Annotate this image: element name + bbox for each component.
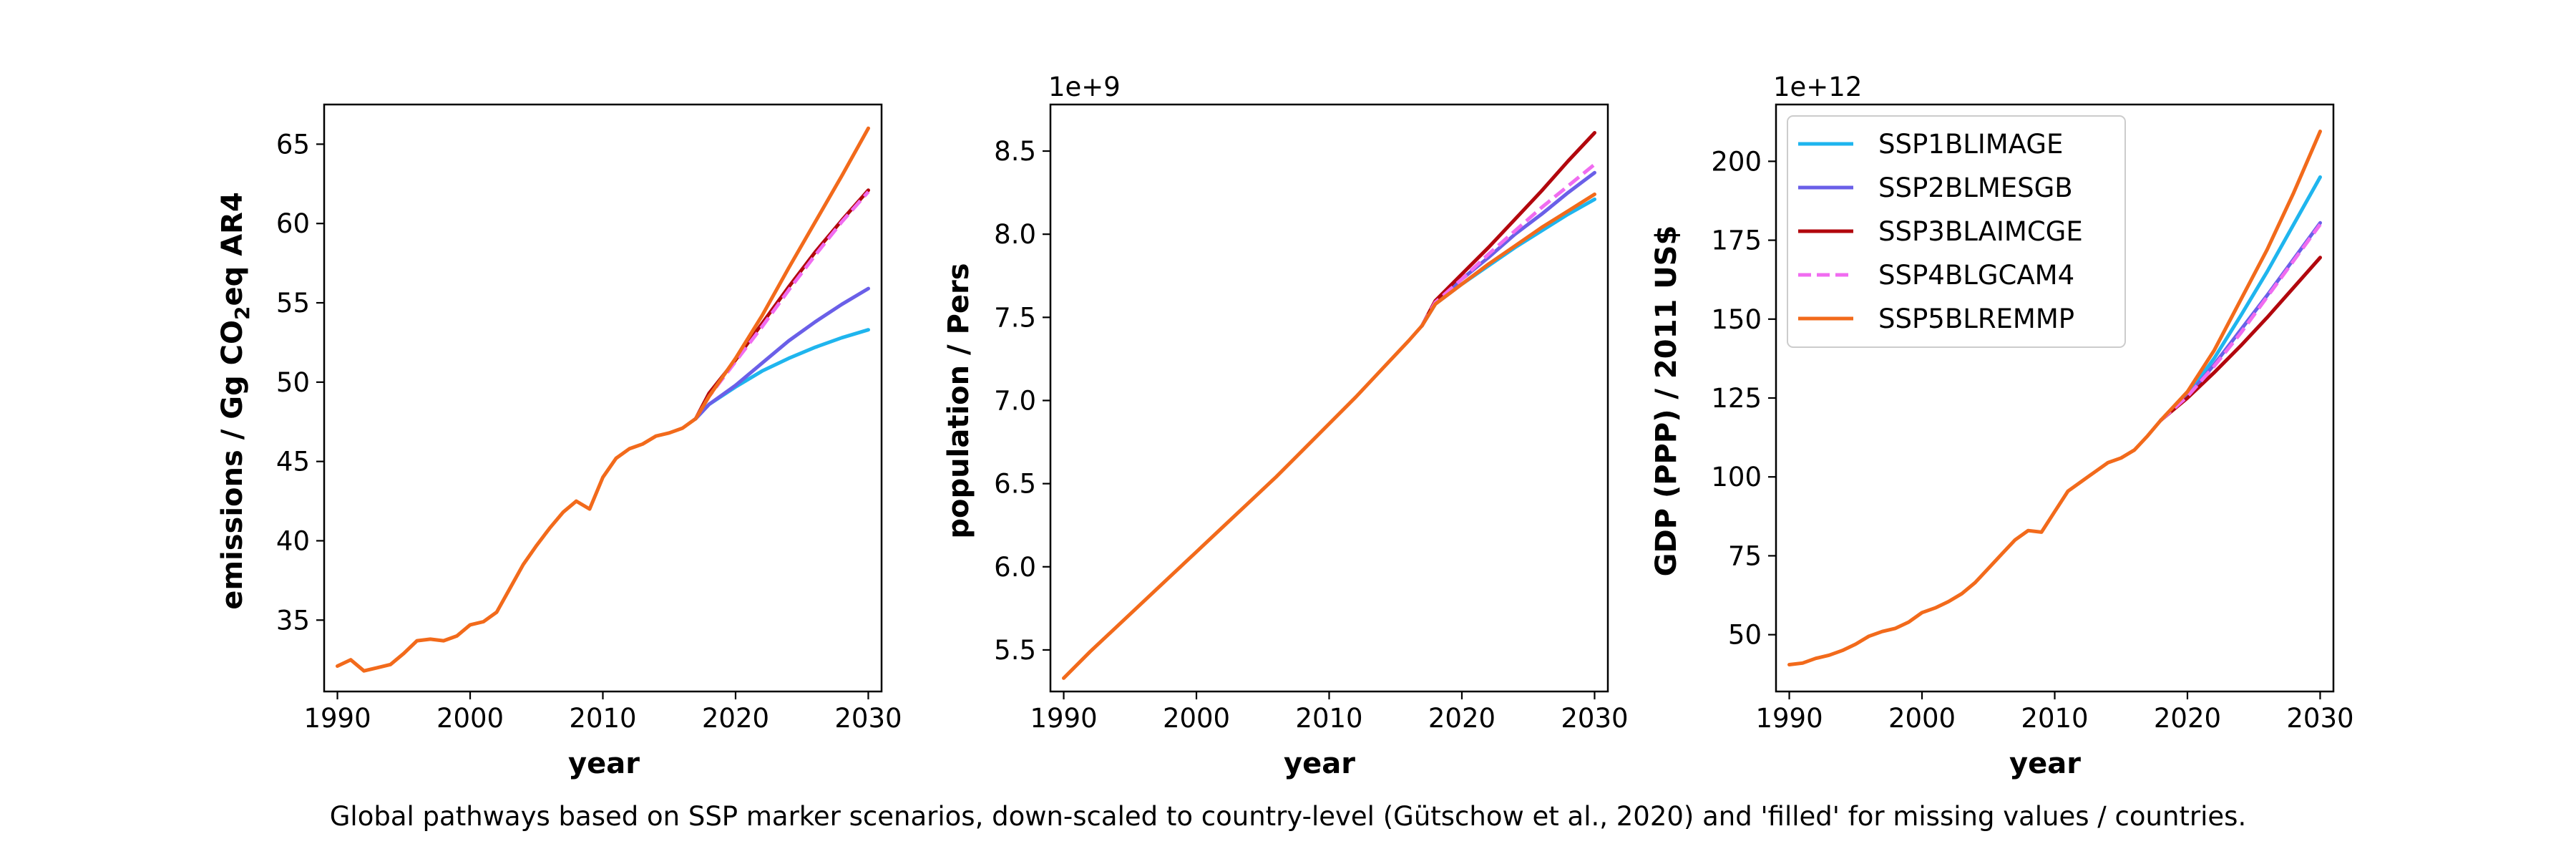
population-y-tick-label: 7.0 (994, 385, 1036, 416)
population-panel: 1990 2000 2010 2020 2030 5.5 6.0 6.5 7.0 7.5 8.0 8.… (942, 72, 1629, 780)
gdp-panel: 1990 2000 2010 2020 20305075100125150175200 … (1650, 72, 2354, 780)
legend-frame (1787, 115, 2126, 348)
emissions-y-tick-label: 60 (276, 208, 310, 239)
legend-label-ssp3blaimcge: SSP3BLAIMCGE (1878, 216, 2083, 247)
legend: SSP1BLIMAGE SSP2BLMESGB SSP3BLAIMCGE SSP4BL… (1787, 115, 2126, 348)
gdp-y-tick-label: 150 (1711, 304, 1762, 335)
population-x-tick-label: 2020 (1428, 703, 1496, 734)
legend-label-ssp2blmesgb: SSP2BLMESGB (1878, 173, 2073, 203)
emissions-lines (336, 126, 870, 673)
gdp-y-tick-label: 200 (1711, 146, 1762, 177)
emissions-x-tick-label: 2010 (569, 703, 636, 734)
gdp-y-tick-label: 125 (1711, 383, 1762, 414)
gdp-y-tick-label: 100 (1711, 462, 1762, 492)
emissions-ticks: 1990 2000 2010 2020 2030 35 40 45 50 55 60 65 (276, 129, 902, 734)
population-y-tick-label: 5.5 (994, 635, 1036, 666)
emissions-series-ssp5blremmp (693, 126, 870, 421)
emissions-x-tick-label: 1990 (303, 703, 371, 734)
figure-caption: Global pathways based on SSP marker scen… (330, 801, 2246, 832)
emissions-y-tick-label: 65 (276, 129, 310, 160)
emissions-series-ssp1blimage (693, 328, 870, 421)
population-history-line (1062, 324, 1424, 680)
gdp-series-ssp5blremmp (2159, 130, 2322, 422)
gdp-ticks: 1990 2000 2010 2020 2030 50 75 100 125 150 175 200 (1711, 146, 2353, 734)
emissions-x-axis-label: year (568, 747, 640, 780)
emissions-history-line (336, 417, 698, 673)
emissions-y-label-part2: eq AR4 (216, 192, 249, 306)
population-x-tick-label: 2030 (1561, 703, 1628, 734)
emissions-y-label-part1: emissions / Gg CO (216, 320, 249, 610)
gdp-y-axis-label: GDP (PPP) / 2011 US$ (1650, 225, 1683, 577)
emissions-x-tick-label: 2000 (436, 703, 504, 734)
emissions-x-tick-label: 2030 (834, 703, 902, 734)
emissions-axes-frame (323, 103, 883, 693)
emissions-y-label-subscript: 2 (230, 306, 254, 319)
legend-label-ssp1blimage: SSP1BLIMAGE (1878, 129, 2063, 160)
population-y-tick-label: 8.0 (994, 219, 1036, 250)
population-x-tick-label: 2010 (1295, 703, 1362, 734)
population-series-ssp5blremmp (1420, 192, 1596, 328)
emissions-y-tick-label: 45 (276, 447, 310, 477)
emissions-plot-area (323, 103, 883, 693)
population-axes-frame (1049, 103, 1609, 693)
emissions-series-ssp2blmesgb (693, 286, 870, 421)
population-x-tick-label: 1990 (1030, 703, 1097, 734)
gdp-series-ssp4blgcam4 (2160, 223, 2322, 422)
population-series-ssp4blgcam4 (1420, 162, 1596, 327)
emissions-y-tick-label: 35 (276, 605, 310, 636)
population-x-tick-label: 2000 (1163, 703, 1230, 734)
population-y-axis-label: population / Pers (942, 263, 975, 538)
emissions-y-tick-label: 55 (276, 288, 310, 319)
gdp-history-line (1787, 418, 2163, 666)
population-ticks: 1990 2000 2010 2020 2030 5.5 6.0 6.5 7.0 7.5 8.0 8.… (994, 136, 1628, 734)
population-lines (1062, 131, 1596, 680)
population-y-tick-label: 6.0 (994, 552, 1036, 583)
gdp-x-tick-label: 2020 (2154, 703, 2221, 734)
gdp-y-tick-label: 50 (1728, 620, 1762, 651)
emissions-x-tick-label: 2020 (702, 703, 769, 734)
gdp-offset-label: 1e+12 (1773, 72, 1862, 102)
gdp-x-tick-label: 2000 (1888, 703, 1956, 734)
gdp-x-tick-label: 2030 (2286, 703, 2353, 734)
emissions-y-tick-label: 40 (276, 525, 310, 556)
population-plot-area (1049, 103, 1609, 693)
gdp-lines (1787, 130, 2322, 666)
legend-items: SSP1BLIMAGE SSP2BLMESGB SSP3BLAIMCGE SSP4BL… (1798, 129, 2083, 334)
gdp-y-tick-label: 175 (1711, 225, 1762, 256)
population-y-tick-label: 8.5 (994, 136, 1036, 167)
population-offset-label: 1e+9 (1048, 72, 1121, 102)
emissions-y-axis-label: emissions / Gg CO2eq AR4 (216, 192, 254, 610)
population-x-axis-label: year (1284, 747, 1355, 780)
gdp-plot-area (1775, 103, 2335, 693)
population-series-ssp1blimage (1420, 197, 1596, 328)
legend-label-ssp4blgcam4: SSP4BLGCAM4 (1878, 260, 2074, 291)
population-series-ssp3blaimcge (1420, 131, 1596, 328)
gdp-x-tick-label: 2010 (2021, 703, 2088, 734)
gdp-x-axis-label: year (2009, 747, 2081, 780)
emissions-y-tick-label: 50 (276, 367, 310, 398)
population-y-tick-label: 7.5 (994, 302, 1036, 333)
legend-label-ssp5blremmp: SSP5BLREMMP (1878, 304, 2074, 334)
gdp-y-tick-label: 75 (1728, 540, 1762, 571)
emissions-series-ssp4blgcam4 (694, 190, 870, 420)
gdp-x-tick-label: 1990 (1755, 703, 1823, 734)
gdp-series-ssp2blmesgb (2159, 220, 2322, 422)
gdp-series-ssp3blaimcge (2159, 256, 2322, 422)
population-y-tick-label: 6.5 (994, 469, 1036, 500)
